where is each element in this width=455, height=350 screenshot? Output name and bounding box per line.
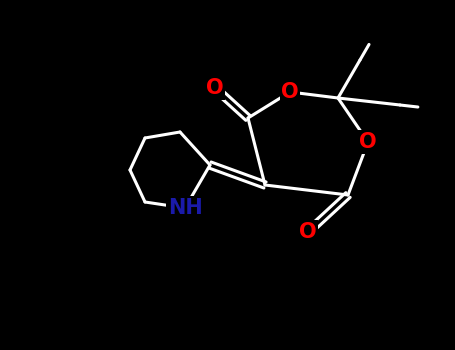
- Text: NH: NH: [167, 198, 202, 218]
- Text: O: O: [206, 78, 224, 98]
- Text: O: O: [299, 222, 317, 242]
- Text: O: O: [281, 82, 299, 102]
- Text: O: O: [359, 132, 377, 152]
